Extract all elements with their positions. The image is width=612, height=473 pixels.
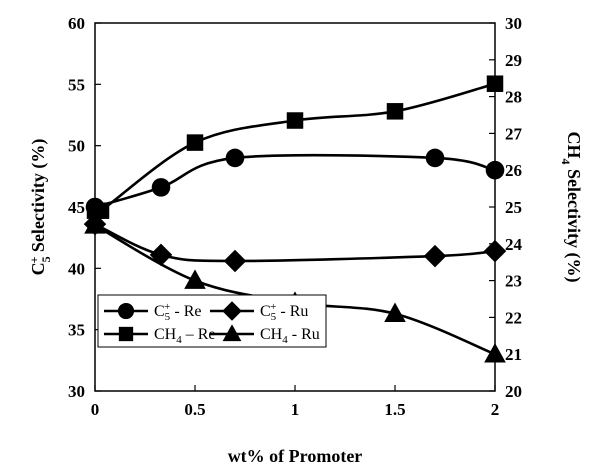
series-1 [83, 212, 507, 273]
data-point [151, 178, 171, 197]
x-tick-label: 2 [491, 400, 500, 419]
legend-marker [118, 326, 134, 342]
legend-label: CH4 – Re [154, 326, 216, 346]
x-tick-label: 1.5 [384, 400, 405, 419]
x-tick-label: 0 [91, 400, 100, 419]
legend-label: C5+ - Ru [260, 301, 308, 323]
y-left-tick-label: 45 [68, 198, 85, 217]
series-line [94, 153, 496, 209]
y-right-tick-label: 24 [505, 235, 523, 254]
y-right-axis-title: CH4 Selectivity (%) [559, 132, 584, 283]
data-point [92, 202, 110, 219]
y-right-tick-label: 30 [505, 14, 522, 33]
y-left-tick-label: 30 [68, 382, 85, 401]
legend-marker [222, 301, 242, 321]
x-tick-label: 0.5 [184, 400, 205, 419]
legend-item: CH4 - Ru [210, 324, 320, 346]
svg-text:CH4 Selectivity (%): CH4 Selectivity (%) [559, 132, 584, 283]
data-point [386, 103, 404, 120]
data-point [484, 342, 506, 363]
series-line [94, 222, 496, 263]
data-point [425, 148, 445, 168]
y-right-tick-label: 20 [505, 382, 522, 401]
legend-marker [117, 302, 135, 320]
data-point [84, 214, 106, 234]
data-point [483, 239, 507, 263]
legend: C5+ - Re C5+ - Ru CH4 – Re CH4 - Ru [97, 294, 327, 348]
legend-box [97, 294, 327, 348]
data-point [286, 112, 304, 129]
data-point [223, 249, 247, 273]
y-right-tick-label: 23 [505, 272, 522, 291]
data-point [486, 75, 504, 92]
data-point [186, 134, 204, 151]
y-left-tick-label: 60 [68, 14, 85, 33]
y-right-tick-label: 26 [505, 161, 522, 180]
y-right-tick-label: 21 [505, 345, 522, 364]
y-left-axis-title: C5+ Selectivity (%) [27, 139, 53, 276]
legend-item: C5+ - Re [104, 301, 202, 323]
data-point [225, 148, 245, 168]
data-point [384, 302, 406, 322]
data-point [485, 160, 505, 180]
y-right-tick-label: 22 [505, 308, 522, 327]
x-axis-title: wt% of Promoter [228, 446, 363, 466]
series-0 [85, 148, 505, 217]
y-right-tick-label: 28 [505, 88, 522, 107]
y-left-tick-label: 50 [68, 137, 85, 156]
legend-item: CH4 – Re [104, 326, 216, 346]
data-point [423, 244, 447, 268]
x-tick-label: 1 [291, 400, 300, 419]
legend-label: C5+ - Re [154, 301, 202, 323]
y-left-tick-label: 40 [68, 259, 85, 278]
y-right-tick-label: 27 [505, 124, 523, 143]
svg-text:C5+ Selectivity (%): C5+ Selectivity (%) [27, 139, 53, 276]
data-point [184, 269, 206, 289]
y-right-tick-label: 25 [505, 198, 522, 217]
y-left-tick-label: 55 [68, 75, 85, 94]
legend-marker [222, 324, 242, 342]
series-2 [86, 75, 504, 219]
legend-item: C5+ - Ru [210, 301, 308, 323]
legend-label: CH4 - Ru [260, 326, 320, 346]
y-right-tick-label: 29 [505, 51, 522, 70]
y-left-tick-label: 35 [68, 321, 85, 340]
